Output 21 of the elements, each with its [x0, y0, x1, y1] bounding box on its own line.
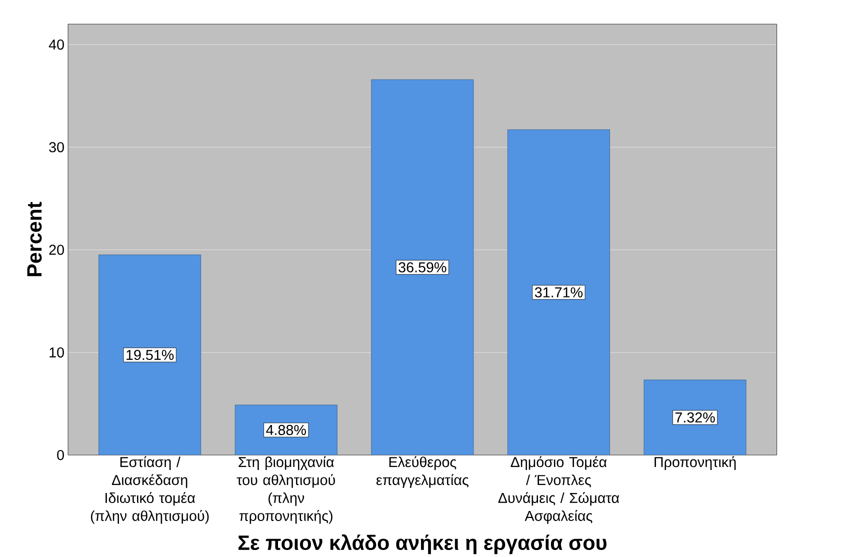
x-tick-label: Δημόσιο Τομέα / Ένοπλες Δυνάμεις / Σώματα Ασφαλείας	[498, 456, 620, 524]
data-label: 7.32%	[675, 412, 715, 422]
data-label: 31.71%	[534, 287, 583, 298]
bar	[508, 129, 610, 455]
x-tick-label: Στη βιομηχανία του αθλητισμού (πλην προπονητικής)	[236, 456, 335, 524]
y-axis-title: Percent	[27, 202, 42, 276]
bar	[371, 79, 474, 455]
x-tick-label: Ελεύθερος επαγγελματίας	[376, 456, 468, 488]
data-label: 19.51%	[126, 350, 174, 360]
data-label: 36.59%	[398, 262, 446, 272]
y-tick-label: 20	[49, 244, 64, 255]
data-label: 4.88%	[266, 424, 306, 435]
bar	[98, 254, 201, 455]
y-tick-label: 30	[49, 142, 64, 152]
x-axis-title: Σε ποιον κλάδο ανήκει η εργασία σου	[238, 534, 606, 554]
bar	[644, 380, 746, 455]
y-tick-label: 10	[50, 347, 64, 358]
x-tick-label: Εστίαση / Διασκέδαση Ιδιωτικό τομέα (πλην αθλητισμού)	[90, 456, 209, 524]
y-tick-label: 0	[57, 450, 64, 460]
x-tick-label: Προπονητική	[654, 456, 736, 470]
y-tick-label: 40	[48, 39, 64, 50]
